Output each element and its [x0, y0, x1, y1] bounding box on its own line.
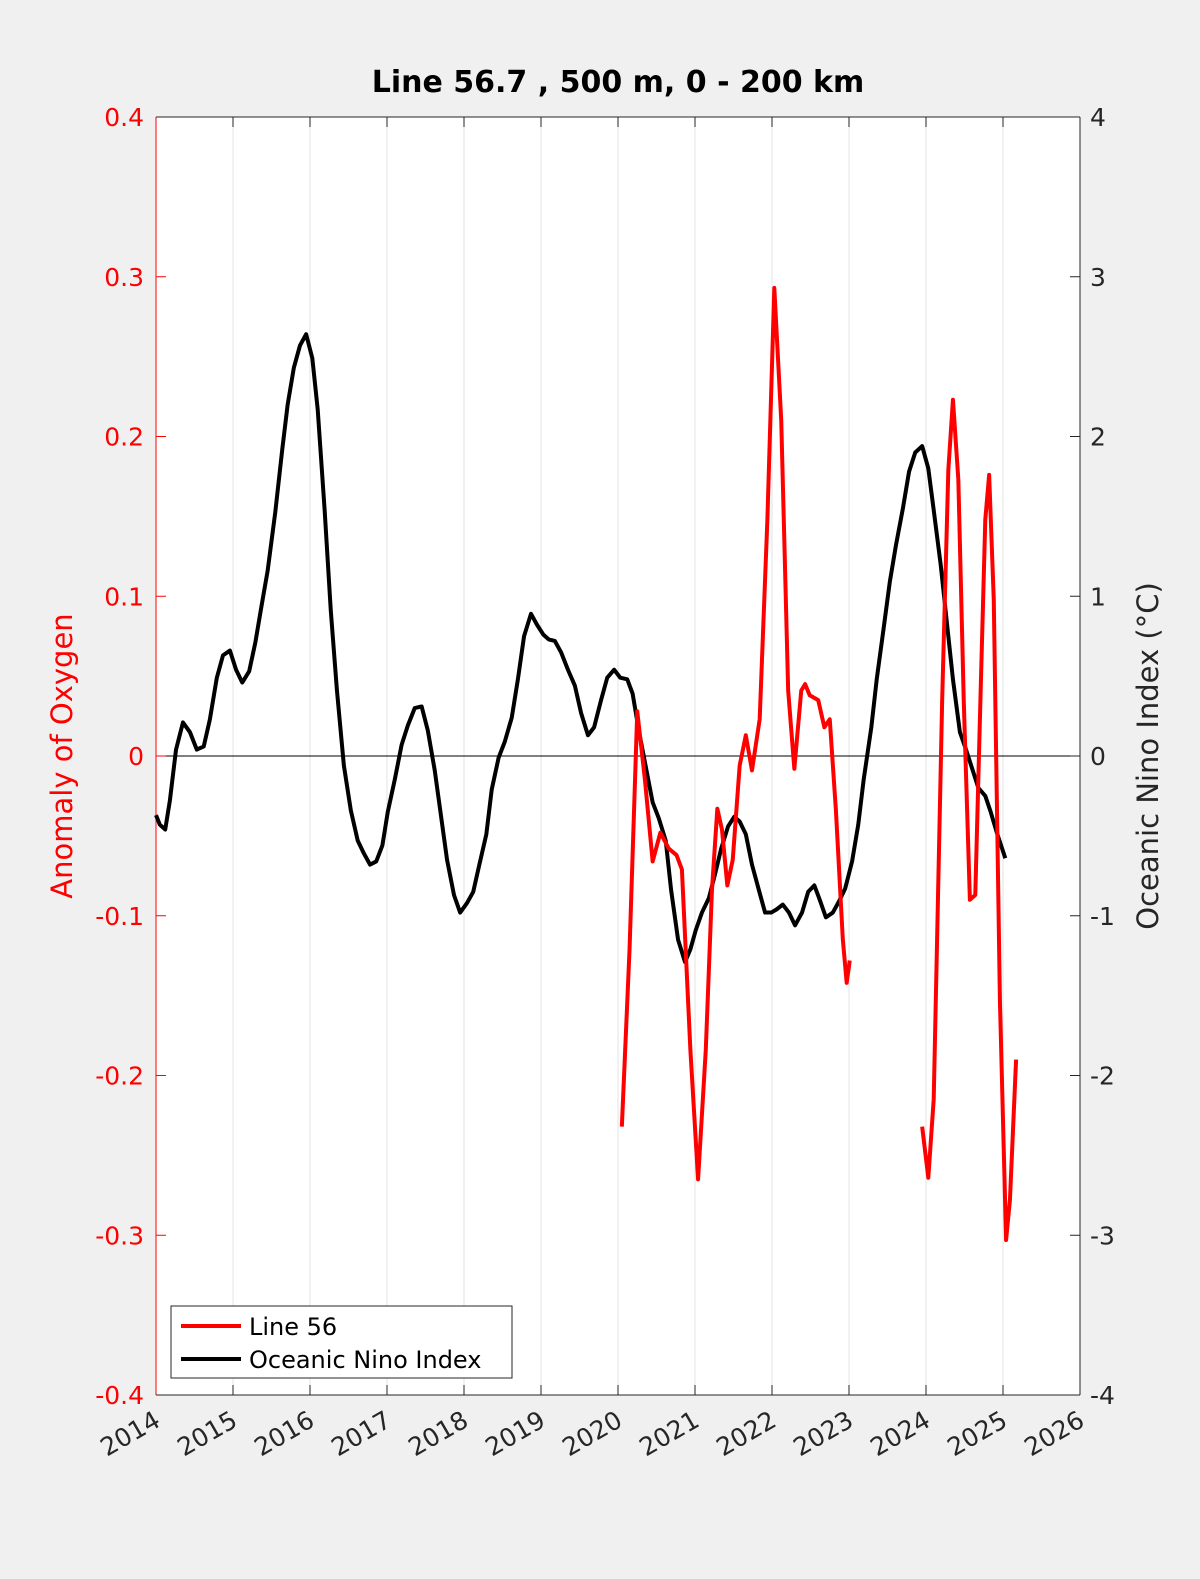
y2-tick-label: 3	[1090, 263, 1106, 292]
y-tick-label: -0.2	[95, 1062, 144, 1091]
legend-box	[170, 1305, 513, 1379]
y-axis-label: Anomaly of Oxygen	[45, 613, 79, 898]
y2-tick-label: -4	[1090, 1381, 1115, 1410]
y-tick-label: -0.3	[95, 1221, 144, 1250]
y-tick-label: -0.1	[95, 902, 144, 931]
x-tick-label: 2017	[326, 1405, 396, 1462]
data-line	[619, 285, 1019, 1243]
x-tick-label: 2023	[788, 1405, 858, 1462]
y2-tick-label: 4	[1090, 103, 1106, 132]
x-tick-label: 2024	[865, 1405, 935, 1462]
y-tick-label: 0.2	[104, 423, 144, 452]
y2-axis-label: Oceanic Nino Index (°C)	[1131, 582, 1165, 930]
legend-label: Line 56	[249, 1313, 337, 1341]
y-tick-label: 0.4	[104, 103, 144, 132]
chart-title: Line 56.7 , 500 m, 0 - 200 km	[372, 65, 865, 100]
x-tick-label: 2014	[95, 1405, 165, 1462]
y-tick-label: 0.1	[104, 582, 144, 611]
y2-tick-label: 2	[1090, 423, 1106, 452]
x-tick-label: 2026	[1019, 1405, 1089, 1462]
y2-tick-label: 1	[1090, 582, 1106, 611]
y-tick-label: 0.3	[104, 263, 144, 292]
x-tick-label: 2016	[249, 1405, 319, 1462]
x-tick-label: 2022	[711, 1405, 781, 1462]
y2-tick-label: -1	[1090, 902, 1115, 931]
x-tick-label: 2018	[403, 1405, 473, 1462]
y2-tick-label: 0	[1090, 742, 1106, 771]
x-tick-label: 2015	[172, 1405, 242, 1462]
legend-label: Oceanic Nino Index	[249, 1346, 481, 1374]
x-tick-label: 2025	[942, 1405, 1012, 1462]
y2-tick-label: -3	[1090, 1221, 1115, 1250]
y2-tick-label: -2	[1090, 1062, 1115, 1091]
x-tick-label: 2019	[480, 1405, 550, 1462]
data-line	[154, 332, 1008, 965]
x-tick-label: 2020	[557, 1405, 627, 1462]
y-tick-label: 0	[128, 742, 144, 771]
x-tick-label: 2021	[634, 1405, 704, 1462]
y-tick-label: -0.4	[95, 1381, 144, 1410]
